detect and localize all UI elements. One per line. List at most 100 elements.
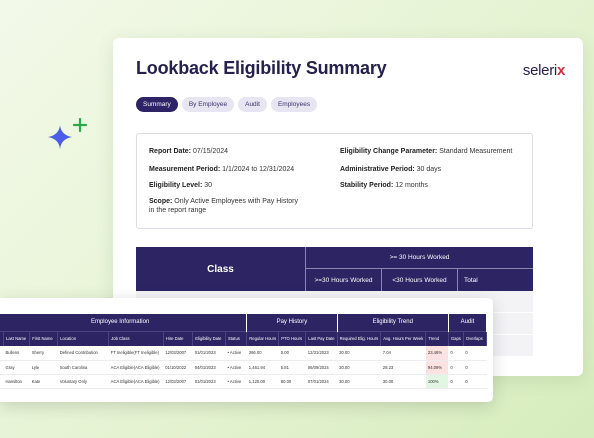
eligibility-level: Eligibility Level: 30 (149, 182, 213, 189)
summary-table-header: Class >= 30 Hours Worked >=30 Hours Work… (136, 247, 533, 291)
column-header[interactable]: First Name (29, 330, 59, 346)
table-cell: • Active (225, 346, 247, 361)
tab-employees[interactable]: Employees (270, 97, 318, 112)
employee-table: Employee Information Pay History Eligibi… (0, 314, 488, 389)
table-cell: 100% (425, 374, 449, 389)
scope: Scope: Only Active Employees with Pay Hi… (149, 198, 299, 205)
stability-period: Stability Period: 12 months (340, 182, 428, 189)
group-eligibility-trend: Eligibility Trend (337, 314, 449, 331)
table-cell (0, 360, 4, 375)
table-cell: 0 (463, 346, 487, 361)
table-cell: • Active (225, 360, 247, 375)
table-cell: 0 (448, 346, 464, 361)
column-header[interactable]: Gaps (448, 330, 464, 346)
table-cell: Lyle (29, 360, 58, 375)
column-header[interactable]: Job Class (108, 330, 164, 346)
table-cell: 30.00 (380, 374, 426, 389)
table-cell: ACA Eligible(ACA Eligible) (108, 360, 164, 375)
table-cell: FT Ineligible(FT Ineligible) (108, 346, 164, 361)
column-header[interactable]: Last Pay Date (305, 330, 338, 346)
table-cell: 80.00 (278, 374, 306, 389)
table-cell: Defined Contribution (57, 346, 109, 361)
table-cell: 0 (448, 360, 464, 375)
summary-card: Lookback Eligibility Summary selerix Sum… (113, 38, 583, 376)
table-cell: Bullens (3, 346, 30, 361)
measurement-period: Measurement Period: 1/1/2024 to 12/31/20… (149, 166, 295, 173)
table-cell: d (0, 374, 4, 389)
table-cell: 01/10/2022 (163, 360, 193, 375)
group-header-row: Employee Information Pay History Eligibi… (0, 314, 488, 331)
table-cell: 12/03/2007 (163, 346, 193, 361)
column-header[interactable]: Regular Hours (246, 330, 280, 346)
page-title: Lookback Eligibility Summary (136, 58, 387, 78)
column-header[interactable]: Avg. Hours Per Week (380, 330, 427, 346)
tab-audit[interactable]: Audit (238, 97, 267, 112)
table-cell: 30.00 (337, 374, 381, 389)
total-header: Total (464, 276, 478, 284)
table-cell: • Active (225, 374, 247, 389)
column-header[interactable]: Overlaps (463, 330, 488, 346)
table-cell: 07/01/2024 (305, 374, 338, 389)
table-cell: d (0, 346, 4, 361)
tab-bar: Summary By Employee Audit Employees (136, 97, 318, 112)
hours-worked-header: >= 30 Hours Worked (306, 247, 533, 269)
table-row[interactable]: Gray Lyle South Carolina ACA Eligible(ACA E… (0, 360, 487, 375)
column-header[interactable]: Eligibility Date (192, 330, 226, 346)
column-header[interactable]: PTO Hours (278, 330, 307, 346)
table-cell: 0 (448, 374, 464, 389)
under-30-header: <30 Hours Worked (382, 269, 458, 291)
table-cell: 5.81 (278, 360, 306, 375)
table-cell: Hamilton (3, 374, 30, 389)
table-cell: 28.23 (380, 360, 426, 375)
sparkle-icon (48, 117, 88, 149)
table-cell: 30.00 (337, 360, 381, 375)
table-cell: 1,461.94 (246, 360, 279, 375)
table-cell: 04/01/2023 (192, 360, 226, 375)
table-cell: 7.04 (380, 346, 426, 361)
column-header[interactable]: Last Name (3, 330, 31, 346)
group-audit: Audit (448, 314, 488, 331)
column-header[interactable]: Location (57, 330, 110, 346)
table-cell: Sherry (29, 346, 58, 361)
column-header[interactable]: Status (225, 330, 248, 346)
column-header[interactable]: Trend (425, 330, 449, 346)
table-cell: 94.09% (425, 360, 449, 375)
over-30-header: >=30 Hours Worked (306, 269, 382, 291)
column-header[interactable]: Hire Date (163, 330, 194, 346)
employee-table-card: Employee Information Pay History Eligibi… (0, 298, 493, 402)
table-cell: ACA Eligible(ACA Eligible) (108, 374, 164, 389)
table-cell: 0 (463, 374, 487, 389)
table-cell: 01/01/2023 (192, 346, 226, 361)
table-cell: 366.00 (246, 346, 279, 361)
class-header: Class (136, 247, 306, 291)
table-cell: South Carolina (57, 360, 109, 375)
table-cell: 06/09/2024 (305, 360, 338, 375)
table-cell: Kate (29, 374, 58, 389)
group-pay-history: Pay History (246, 314, 338, 331)
table-cell: 0.00 (278, 346, 306, 361)
table-cell: 1,120.00 (246, 374, 279, 389)
table-cell: 0 (463, 360, 487, 375)
report-date: Report Date: 07/15/2024 (149, 148, 229, 155)
tab-summary[interactable]: Summary (136, 97, 178, 112)
table-cell: 23.46% (425, 346, 449, 361)
column-header[interactable] (0, 330, 5, 346)
tab-by-employee[interactable]: By Employee (181, 97, 235, 112)
table-cell: 12/03/2007 (163, 374, 193, 389)
table-cell: Gray (3, 360, 30, 375)
table-cell: 12/31/2023 (305, 346, 338, 361)
report-info-panel: Report Date: 07/15/2024 Measurement Peri… (136, 133, 533, 229)
group-employee-information: Employee Information (0, 314, 248, 331)
table-cell: 01/01/2023 (192, 374, 226, 389)
table-cell: 30.00 (337, 346, 381, 361)
scope-line-2: in the report range (149, 207, 207, 214)
column-header[interactable]: Required Elig. Hours (337, 330, 382, 346)
eligibility-change-parameter: Eligibility Change Parameter: Standard M… (340, 148, 513, 155)
administrative-period: Administrative Period: 30 days (340, 166, 442, 173)
selerix-logo: selerix (522, 62, 565, 79)
column-header-row: Last Name First Name Location Job Class Hire… (0, 330, 488, 346)
table-cell: Voluntary Only (57, 374, 109, 389)
